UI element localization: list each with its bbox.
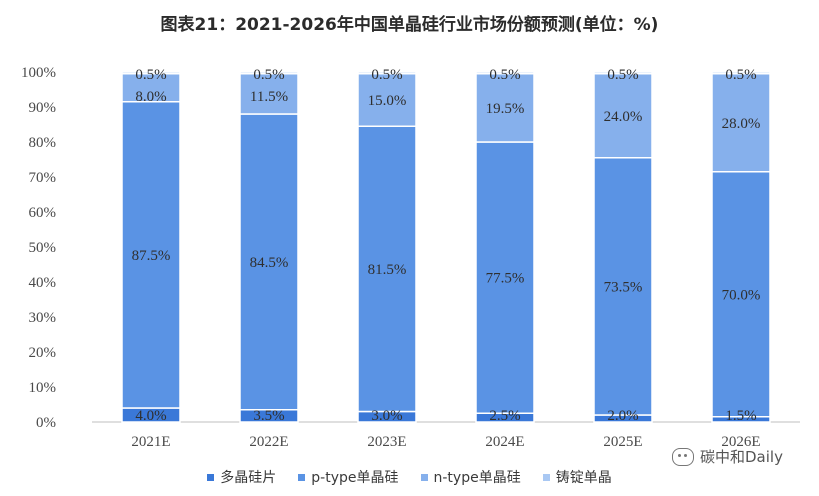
legend-swatch <box>298 473 306 481</box>
data-label: 3.5% <box>253 408 284 424</box>
legend: 多晶硅片 p-type单晶硅 n-type单晶硅 铸锭单晶 <box>0 467 819 487</box>
legend-item: 铸锭单晶 <box>542 467 612 487</box>
bar-segment <box>239 73 299 115</box>
data-label: 0.5% <box>253 67 284 83</box>
x-tick-label: 2024E <box>485 434 524 450</box>
data-label: 0.5% <box>371 67 402 83</box>
bar-segment <box>357 125 417 413</box>
data-label: 8.0% <box>135 89 166 105</box>
legend-label: 多晶硅片 <box>220 470 277 486</box>
legend-item: 多晶硅片 <box>207 467 276 487</box>
data-label: 24.0% <box>604 109 643 125</box>
x-axis: 2021E 2022E 2023E 2024E 2025E 2026E <box>131 434 760 450</box>
bar-segment <box>121 101 181 409</box>
bar-segment <box>357 71 417 75</box>
y-tick-label: 20% <box>29 345 57 361</box>
bar-segment <box>475 73 535 143</box>
x-tick-label: 2021E <box>131 434 170 450</box>
bar-segment <box>711 73 771 173</box>
x-tick-label: 2022E <box>249 434 288 450</box>
watermark-text: 碳中和Daily <box>700 448 783 466</box>
watermark: 碳中和Daily <box>672 446 783 467</box>
y-axis: 0% 10% 20% 30% 40% 50% 60% 70% 80% 90% 100% <box>21 65 56 431</box>
data-label: 28.0% <box>722 116 761 132</box>
y-tick-label: 30% <box>29 310 57 326</box>
y-tick-label: 90% <box>29 100 57 116</box>
legend-item: n-type单晶硅 <box>420 467 521 487</box>
wechat-icon <box>672 447 694 466</box>
y-tick-label: 10% <box>29 380 57 396</box>
bar-segment <box>711 71 771 75</box>
data-label: 81.5% <box>368 262 407 278</box>
bar-segment <box>121 71 181 75</box>
data-label: 84.5% <box>250 255 289 271</box>
data-label: 11.5% <box>250 89 288 105</box>
legend-item: p-type单晶硅 <box>298 467 399 487</box>
legend-label: n-type单晶硅 <box>433 470 521 486</box>
x-tick-label: 2023E <box>367 434 406 450</box>
x-tick-label: 2026E <box>721 434 760 450</box>
data-label: 2.5% <box>489 408 520 424</box>
bars: 4.0% 87.5% 8.0% 0.5% 3.5% 84.5% 11.5% 0.5% 3.0% 8… <box>121 67 771 424</box>
bar-segment <box>239 71 299 75</box>
y-tick-label: 60% <box>29 205 57 221</box>
y-tick-label: 70% <box>29 170 57 186</box>
data-label: 0.5% <box>725 67 756 83</box>
bar-segment <box>475 71 535 75</box>
data-label: 3.0% <box>371 408 402 424</box>
y-tick-label: 40% <box>29 275 57 291</box>
legend-label: p-type单晶硅 <box>311 470 399 486</box>
data-label: 15.0% <box>368 93 407 109</box>
data-label: 70.0% <box>722 287 761 303</box>
data-label: 0.5% <box>607 67 638 83</box>
data-label: 1.5% <box>725 408 756 424</box>
legend-label: 铸锭单晶 <box>555 470 612 486</box>
data-label: 73.5% <box>604 279 643 295</box>
y-tick-label: 100% <box>21 65 56 81</box>
data-label: 0.5% <box>489 67 520 83</box>
data-label: 4.0% <box>135 408 166 424</box>
data-label: 77.5% <box>486 271 525 287</box>
data-label: 87.5% <box>132 248 171 264</box>
bar-segment <box>593 71 653 75</box>
legend-swatch <box>542 473 550 481</box>
y-tick-label: 80% <box>29 135 57 151</box>
legend-swatch <box>207 473 215 481</box>
data-label: 0.5% <box>135 67 166 83</box>
y-tick-label: 0% <box>36 415 56 431</box>
bar-segment <box>357 73 417 127</box>
data-label: 19.5% <box>486 101 525 117</box>
x-tick-label: 2025E <box>603 434 642 450</box>
bar-segment <box>711 171 771 418</box>
data-label: 2.0% <box>607 408 638 424</box>
bar-segment <box>593 157 653 416</box>
chart-title: 图表21：2021-2026年中国单晶硅行业市场份额预测(单位：%) <box>160 15 659 35</box>
y-tick-label: 50% <box>29 240 57 256</box>
legend-swatch <box>420 473 428 481</box>
